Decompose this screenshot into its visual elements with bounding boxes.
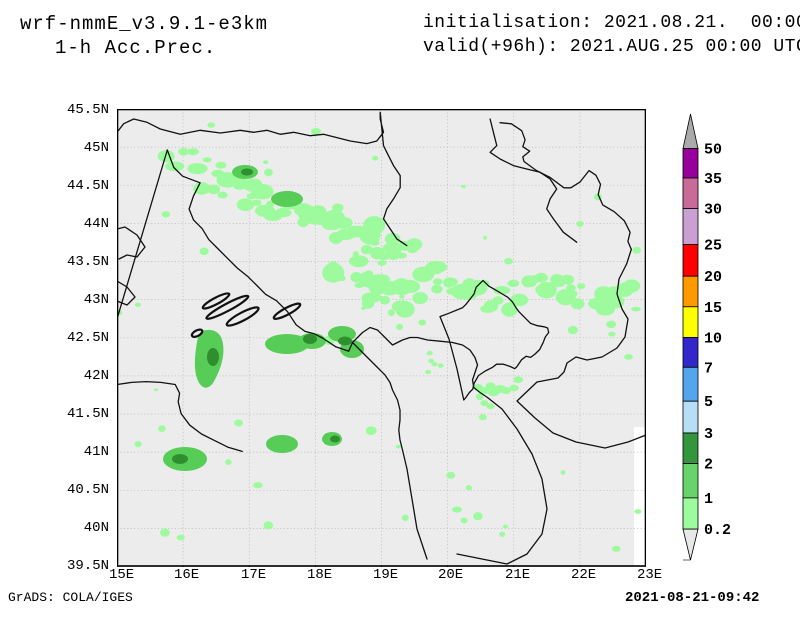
svg-text:25: 25 [704, 238, 722, 255]
svg-text:20: 20 [704, 269, 722, 286]
svg-text:0.2: 0.2 [704, 522, 731, 539]
svg-text:7: 7 [704, 360, 713, 377]
svg-text:3: 3 [704, 426, 713, 443]
svg-text:10: 10 [704, 330, 722, 347]
svg-text:2: 2 [704, 457, 713, 474]
svg-text:15: 15 [704, 300, 722, 317]
svg-text:50: 50 [704, 142, 722, 159]
svg-text:1: 1 [704, 491, 713, 508]
svg-text:30: 30 [704, 202, 722, 219]
svg-text:5: 5 [704, 394, 713, 411]
svg-text:35: 35 [704, 171, 722, 188]
